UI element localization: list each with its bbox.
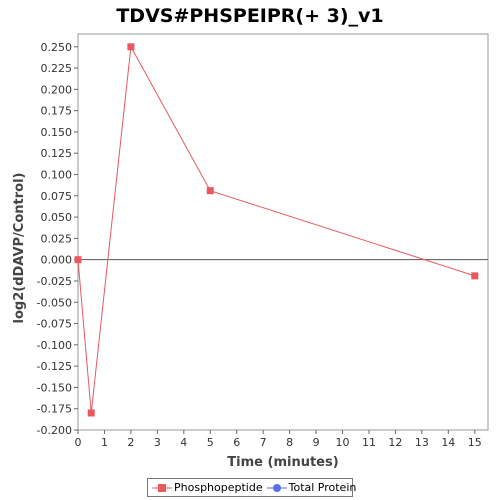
x-tick-label: 4 bbox=[180, 436, 187, 449]
y-tick-label: 0.075 bbox=[41, 190, 73, 203]
data-point bbox=[74, 256, 82, 264]
y-tick-label: 0.225 bbox=[41, 62, 73, 75]
y-tick-label: -0.050 bbox=[37, 296, 72, 309]
x-tick-label: 6 bbox=[233, 436, 240, 449]
legend-item-phosphopeptide: Phosphopeptide bbox=[152, 481, 263, 494]
y-tick-label: -0.125 bbox=[37, 360, 72, 373]
y-axis-label: log2(dDAVP/Control) bbox=[12, 173, 27, 324]
x-tick-label: 10 bbox=[336, 436, 350, 449]
plot-area bbox=[77, 33, 489, 431]
series-phosphopeptide bbox=[74, 43, 479, 417]
x-axis-label: Time (minutes) bbox=[227, 455, 338, 470]
x-tick-label: 8 bbox=[286, 436, 293, 449]
x-tick-label: 15 bbox=[468, 436, 482, 449]
y-tick-label: 0.000 bbox=[41, 254, 73, 267]
x-tick-label: 5 bbox=[207, 436, 214, 449]
y-tick-label: 0.150 bbox=[41, 126, 73, 139]
y-tick-label: -0.075 bbox=[37, 318, 72, 331]
legend: Phosphopeptide Total Protein bbox=[147, 478, 356, 497]
series-layer bbox=[74, 43, 479, 417]
y-tick-label: 0.200 bbox=[41, 83, 73, 96]
y-tick-label: -0.175 bbox=[37, 403, 72, 416]
data-point bbox=[471, 272, 479, 280]
x-tick-label: 2 bbox=[127, 436, 134, 449]
x-tick-label: 0 bbox=[75, 436, 82, 449]
y-tick-label: -0.100 bbox=[37, 339, 72, 352]
x-tick-label: 1 bbox=[101, 436, 108, 449]
x-tick-label: 11 bbox=[362, 436, 376, 449]
legend-label-phosphopeptide: Phosphopeptide bbox=[174, 481, 263, 494]
x-tick-label: 3 bbox=[154, 436, 161, 449]
y-tick-label: 0.250 bbox=[41, 41, 73, 54]
x-tick-label: 7 bbox=[260, 436, 267, 449]
y-tick-label: 0.100 bbox=[41, 169, 73, 182]
y-tick-label: -0.150 bbox=[37, 381, 72, 394]
y-tick-label: 0.175 bbox=[41, 105, 73, 118]
x-tick-label: 9 bbox=[313, 436, 320, 449]
y-axis: -0.200 -0.175 -0.150 -0.125 -0.100 -0.075 -0.0… bbox=[37, 41, 78, 437]
data-point bbox=[87, 409, 95, 417]
x-tick-label: 13 bbox=[415, 436, 429, 449]
square-marker-icon bbox=[152, 483, 172, 492]
legend-label-total-protein: Total Protein bbox=[288, 481, 357, 494]
circle-marker-icon bbox=[266, 483, 287, 492]
y-tick-label: -0.200 bbox=[37, 424, 72, 437]
data-point bbox=[206, 187, 214, 195]
y-tick-label: -0.025 bbox=[37, 275, 72, 288]
y-tick-label: 0.025 bbox=[41, 232, 73, 245]
data-point bbox=[127, 43, 135, 51]
x-tick-label: 14 bbox=[441, 436, 455, 449]
chart-title: TDVS#PHSPEIPR(+ 3)_v1 bbox=[116, 5, 383, 27]
legend-item-total-protein: Total Protein bbox=[266, 481, 357, 494]
x-axis: 0 1 2 3 4 5 6 7 8 9 10 11 12 13 14 15 bbox=[75, 430, 482, 449]
x-tick-label: 12 bbox=[388, 436, 402, 449]
y-tick-label: 0.125 bbox=[41, 147, 73, 160]
plot-frame bbox=[77, 33, 489, 431]
y-tick-label: 0.050 bbox=[41, 211, 73, 224]
